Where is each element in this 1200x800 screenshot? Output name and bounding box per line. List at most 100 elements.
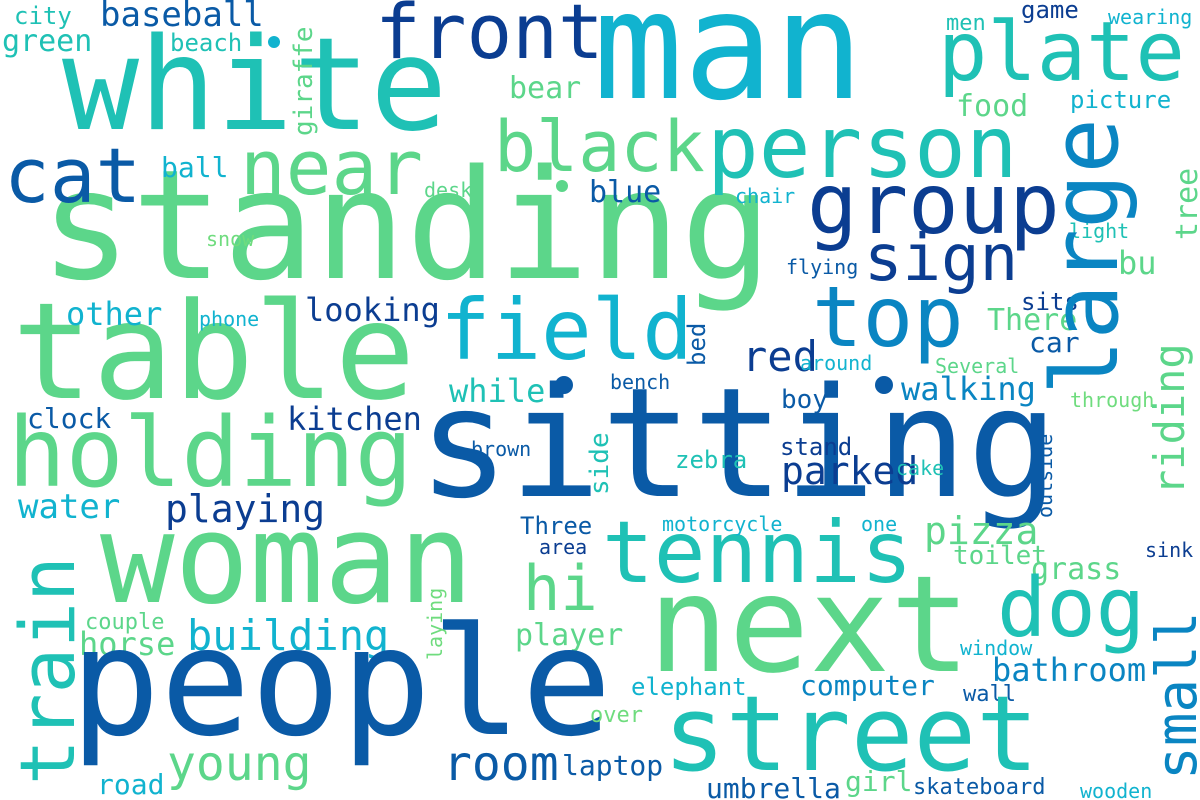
- word-phone: phone: [199, 307, 260, 331]
- word-game: game: [1021, 0, 1079, 24]
- word-parked: side: [585, 432, 615, 495]
- word-elephant: elephant: [631, 673, 747, 701]
- word-giraffe: giraffe: [289, 26, 319, 136]
- word-snow: snow: [206, 227, 255, 251]
- word-over: over: [590, 703, 643, 728]
- word-dog: dog: [997, 561, 1146, 656]
- word-top: top: [812, 268, 964, 366]
- word-picture: picture: [1070, 86, 1172, 114]
- word-laying: laying: [423, 587, 447, 660]
- word-cake: cake: [896, 456, 945, 480]
- word-player: player: [515, 618, 624, 653]
- word-bu: bu: [1118, 244, 1157, 282]
- word-area: area: [539, 535, 588, 559]
- word-window: window: [960, 636, 1033, 660]
- word-bed: bed: [683, 322, 711, 366]
- word-there: There: [987, 303, 1078, 338]
- word-plate: plate: [938, 5, 1185, 100]
- dot-mark: [555, 376, 573, 394]
- word-zebra: zebra: [675, 446, 748, 474]
- word-room: room: [443, 736, 559, 792]
- word-side: parked: [781, 449, 919, 493]
- word-chair: chair: [735, 184, 796, 208]
- word-riding: riding: [1145, 343, 1194, 495]
- word-building: building: [187, 611, 390, 660]
- word-toilet: toilet: [953, 541, 1047, 571]
- word-playing: playing: [165, 487, 326, 531]
- word-several: Several: [935, 354, 1020, 378]
- word-flying: flying: [786, 255, 859, 279]
- word-umbrella: umbrella: [706, 772, 841, 800]
- word-large: large: [1032, 118, 1139, 395]
- word-water: water: [18, 487, 121, 527]
- word-light: light: [1069, 219, 1130, 243]
- word-desk: desk: [424, 178, 473, 202]
- word-pizza: pizza: [924, 509, 1039, 553]
- word-near: near: [240, 123, 424, 212]
- word-bench: bench: [610, 370, 671, 394]
- word-skateboard: skateboard: [913, 775, 1046, 800]
- word-white: white: [62, 11, 448, 160]
- word-ball: ball: [161, 151, 229, 184]
- word-outside: outside: [1033, 433, 1057, 518]
- word-young: young: [167, 736, 312, 792]
- word-stand: stand: [780, 433, 853, 461]
- word-brown: brown: [471, 437, 532, 461]
- word-laptop: laptop: [562, 749, 664, 782]
- word-person: person: [707, 98, 1018, 198]
- word-group: group: [807, 155, 1060, 253]
- word-clock: clock: [27, 402, 112, 435]
- word-tree: tree: [1170, 167, 1200, 240]
- word-couple: couple: [85, 610, 165, 635]
- word-field: field: [440, 281, 693, 379]
- word-small: small: [1145, 611, 1200, 780]
- word-three: Three: [520, 512, 593, 540]
- word-city: city: [14, 2, 72, 30]
- word-woman: woman: [100, 488, 474, 632]
- word-black: black: [494, 106, 705, 188]
- word-standing: standing: [40, 137, 773, 314]
- word-beach: beach: [170, 29, 243, 57]
- word-bathroom: bathroom: [992, 651, 1147, 689]
- word-around: around: [800, 351, 873, 375]
- word-sitting: sitting: [418, 355, 1059, 532]
- word-green: green: [2, 24, 93, 59]
- word-walking: walking: [901, 370, 1036, 408]
- word-baseball: baseball: [100, 0, 264, 35]
- word-grass: grass: [1031, 552, 1122, 587]
- word-people: people: [70, 596, 612, 770]
- dot-mark: [556, 180, 568, 192]
- word-boy: boy: [781, 385, 828, 415]
- word-next: next: [648, 547, 971, 703]
- word-sink: sink: [1145, 538, 1194, 562]
- word-while: while: [449, 372, 546, 410]
- word-sits: sits: [1021, 288, 1079, 316]
- word-girl: girl: [845, 765, 913, 798]
- word-tennis: tennis: [602, 503, 913, 603]
- word-blue: blue: [589, 175, 662, 210]
- dot-mark: [875, 376, 893, 394]
- word-looking: looking: [305, 291, 440, 329]
- word-car: car: [1029, 326, 1080, 359]
- word-road: road: [97, 768, 165, 800]
- word-motorcycle: motorcycle: [662, 512, 783, 536]
- word-wearing: wearing: [1108, 5, 1193, 29]
- word-wall: wall: [963, 682, 1016, 707]
- dot-mark: [268, 36, 280, 48]
- word-holding: holding: [8, 397, 413, 509]
- word-kitchen: kitchen: [287, 400, 422, 438]
- word-other: other: [66, 295, 163, 333]
- word-train: train: [3, 556, 92, 785]
- word-cat: cat: [4, 131, 142, 220]
- word-table: table: [12, 274, 416, 430]
- word-bear: bear: [509, 71, 582, 106]
- word-sign: sign: [864, 222, 1019, 296]
- word-street: street: [663, 673, 1039, 795]
- word-man: man: [593, 0, 864, 134]
- word-one: one: [861, 512, 898, 536]
- word-red: red: [742, 332, 818, 381]
- word-computer: computer: [800, 669, 935, 702]
- word-food: food: [956, 89, 1029, 124]
- word-front: front: [375, 0, 604, 76]
